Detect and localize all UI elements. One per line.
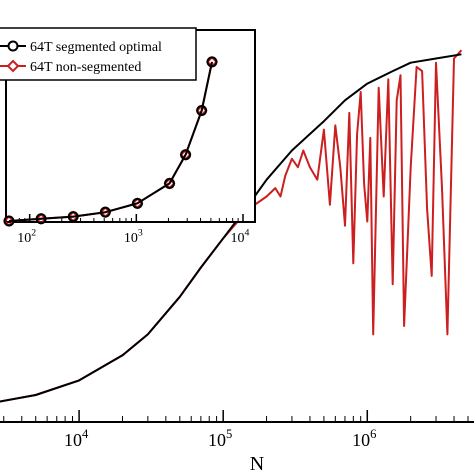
inset-x-ticks: 102 103 104 xyxy=(5,214,250,246)
main-x-tick-label: 104 xyxy=(64,427,89,450)
inset-x-tick-label: 102 xyxy=(17,228,36,246)
legend-box xyxy=(0,27,197,81)
inset-x-tick-label: 103 xyxy=(124,228,143,246)
inset-segmented-point xyxy=(196,105,208,116)
inset-segmented-point xyxy=(164,177,176,189)
inset-segmented-point xyxy=(3,215,15,227)
legend-label-non-segmented: 64T non-segmented xyxy=(30,60,141,75)
main-x-tick-label: 105 xyxy=(208,427,232,450)
inset-segmented-point xyxy=(180,149,192,161)
legend-entry-non-segmented: 64T non-segmented xyxy=(0,59,141,75)
legend-entry-segmented: 64T segmented optimal xyxy=(0,40,162,55)
inset-segmented-line xyxy=(8,61,213,222)
main-x-ticks: 104 105 106 xyxy=(3,410,469,450)
legend-marker-circle xyxy=(7,40,19,52)
inset-segmented-point xyxy=(35,213,47,225)
inset-segmented-point xyxy=(99,206,111,218)
inset-segmented-point xyxy=(131,197,143,209)
inset-segmented-point xyxy=(206,56,218,68)
legend: 64T segmented optimal 64T non-segmented xyxy=(0,27,197,81)
main-x-tick-label: 106 xyxy=(352,427,376,450)
main-x-axis-label: N xyxy=(250,453,264,474)
inset-x-tick-label: 104 xyxy=(231,228,250,246)
legend-label-segmented: 64T segmented optimal xyxy=(30,40,162,55)
legend-marker-diamond xyxy=(6,59,20,73)
inset-series xyxy=(3,55,218,227)
main-plot: 104 105 106 N xyxy=(0,49,474,474)
inset-segmented-point xyxy=(67,211,79,223)
